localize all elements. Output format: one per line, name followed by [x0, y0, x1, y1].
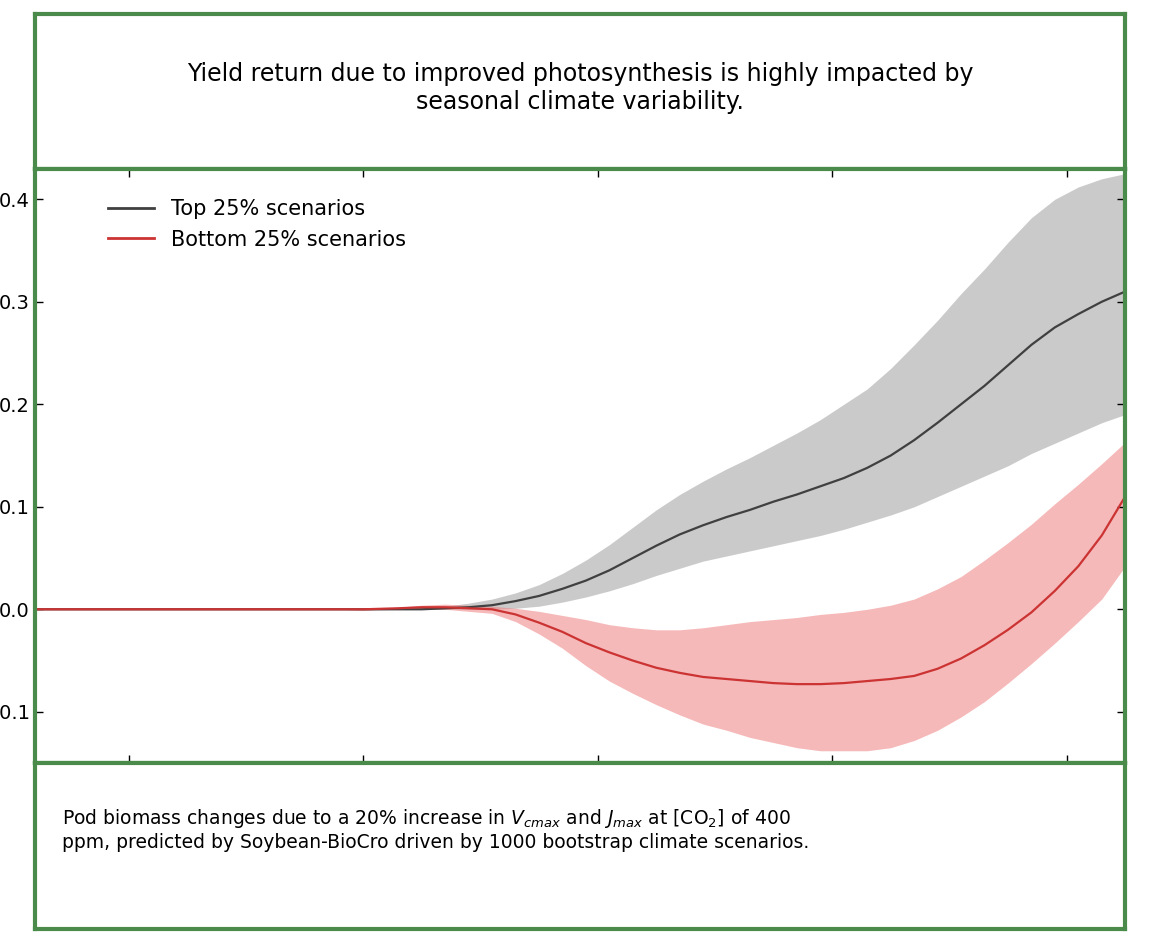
Legend: Top 25% scenarios, Bottom 25% scenarios: Top 25% scenarios, Bottom 25% scenarios — [100, 190, 414, 257]
Text: Yield return due to improved photosynthesis is highly impacted by
seasonal clima: Yield return due to improved photosynthe… — [187, 62, 973, 114]
Text: Pod biomass changes due to a 20% increase in $V_{cmax}$ and $J_{max}$ at [CO$_2$: Pod biomass changes due to a 20% increas… — [63, 807, 810, 852]
X-axis label: Day of the Year: Day of the Year — [495, 801, 665, 820]
